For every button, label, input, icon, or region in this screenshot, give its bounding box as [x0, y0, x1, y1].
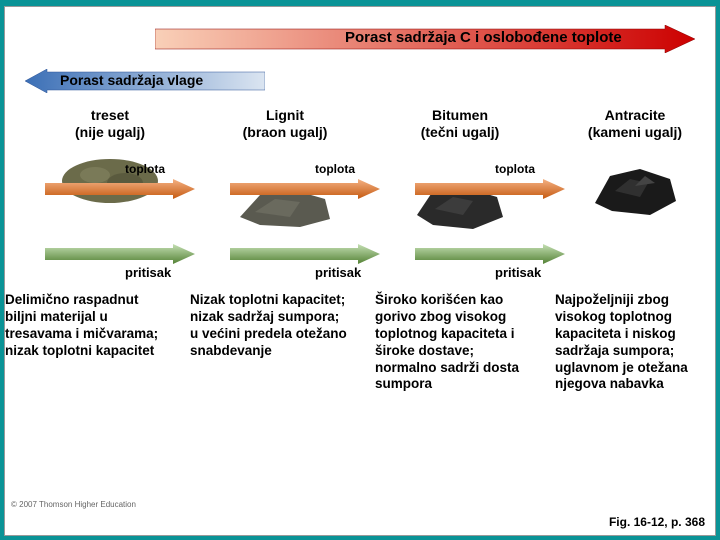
- desc-bitumen: Široko korišćen kao gorivo zbog visokog …: [375, 292, 535, 393]
- col-title: Antracite (kameni ugalj): [550, 107, 720, 141]
- heat-label-1: toplota: [125, 162, 165, 176]
- col-antracite: Antracite (kameni ugalj): [550, 107, 720, 226]
- heat-arrow-2: [230, 179, 380, 199]
- heat-arrow-1: [45, 179, 195, 199]
- top-arrow-label: Porast sadržaja C i oslobođene toplote: [345, 29, 622, 46]
- figure-reference: Fig. 16-12, p. 368: [609, 515, 705, 529]
- press-arrow-2: [230, 244, 380, 264]
- press-arrow-1: [45, 244, 195, 264]
- heat-label-2: toplota: [315, 162, 355, 176]
- desc-antracite: Najpoželjniji zbog visokog toplotnog kap…: [555, 292, 710, 393]
- moisture-arrow-label: Porast sadržaja vlage: [60, 72, 203, 88]
- desc-lignit: Nizak toplotni kapacitet; nizak sadržaj …: [190, 292, 350, 360]
- content-panel: Porast sadržaja C i oslobođene toplote P…: [4, 6, 716, 536]
- heat-label-3: toplota: [495, 162, 535, 176]
- col-title: treset (nije ugalj): [25, 107, 195, 141]
- press-arrow-3: [415, 244, 565, 264]
- desc-treset: Delimično raspadnut biljni materijal u t…: [5, 292, 165, 360]
- copyright-text: © 2007 Thomson Higher Education: [11, 500, 136, 509]
- col-title: Bitumen (tečni ugalj): [375, 107, 545, 141]
- heat-arrow-3: [415, 179, 565, 199]
- press-label-2: pritisak: [315, 265, 361, 280]
- top-gradient-arrow: Porast sadržaja C i oslobođene toplote: [155, 25, 695, 53]
- press-label-1: pritisak: [125, 265, 171, 280]
- anthracite-image: [580, 161, 690, 221]
- col-title: Lignit (braon ugalj): [200, 107, 370, 141]
- press-label-3: pritisak: [495, 265, 541, 280]
